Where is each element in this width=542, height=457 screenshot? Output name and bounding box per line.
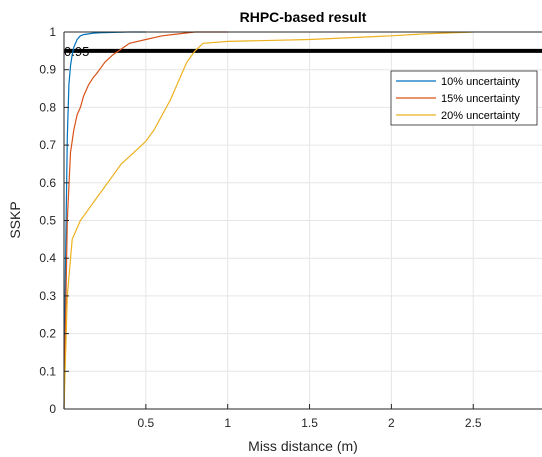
x-tick-label: 0.5 (138, 416, 155, 430)
chart-title: RHPC-based result (240, 9, 367, 25)
y-tick-label: 0.8 (39, 100, 56, 114)
series-line (63, 31, 146, 410)
x-axis-label: Miss distance (m) (248, 438, 358, 454)
x-tick-label: 1 (224, 416, 231, 430)
threshold-label: 0.95 (64, 44, 89, 59)
y-tick-label: 0.5 (39, 214, 56, 228)
legend-label: 10% uncertainty (441, 76, 520, 88)
legend-label: 15% uncertainty (441, 93, 520, 105)
y-tick-label: 0.3 (39, 289, 56, 303)
y-tick-label: 0.6 (39, 176, 56, 190)
y-tick-label: 0.1 (39, 364, 56, 378)
y-tick-label: 0.9 (39, 63, 56, 77)
series-lines (63, 31, 474, 410)
y-tick-label: 0 (49, 402, 56, 416)
y-tick-label: 1 (49, 25, 56, 39)
y-ticks: 0 0.1 0.2 0.3 0.4 0.5 0.6 0.7 0.8 0.9 1 (39, 25, 69, 416)
threshold-layer: 0.95 (64, 44, 542, 59)
series-line (63, 31, 228, 410)
x-ticks: 0.5 1 1.5 2 2.5 (138, 404, 482, 430)
legend-items: 10% uncertainty 15% uncertainty 20% uncert… (396, 76, 520, 122)
x-tick-label: 2 (388, 416, 395, 430)
series-line (63, 31, 474, 410)
y-tick-label: 0.4 (39, 251, 56, 265)
legend-label: 20% uncertainty (441, 110, 520, 122)
y-axis-label: SSKP (7, 201, 23, 238)
y-tick-label: 0.7 (39, 138, 56, 152)
legend: 10% uncertainty 15% uncertainty 20% uncert… (390, 70, 538, 126)
x-tick-label: 2.5 (465, 416, 482, 430)
x-tick-label: 1.5 (301, 416, 318, 430)
y-tick-label: 0.2 (39, 327, 56, 341)
